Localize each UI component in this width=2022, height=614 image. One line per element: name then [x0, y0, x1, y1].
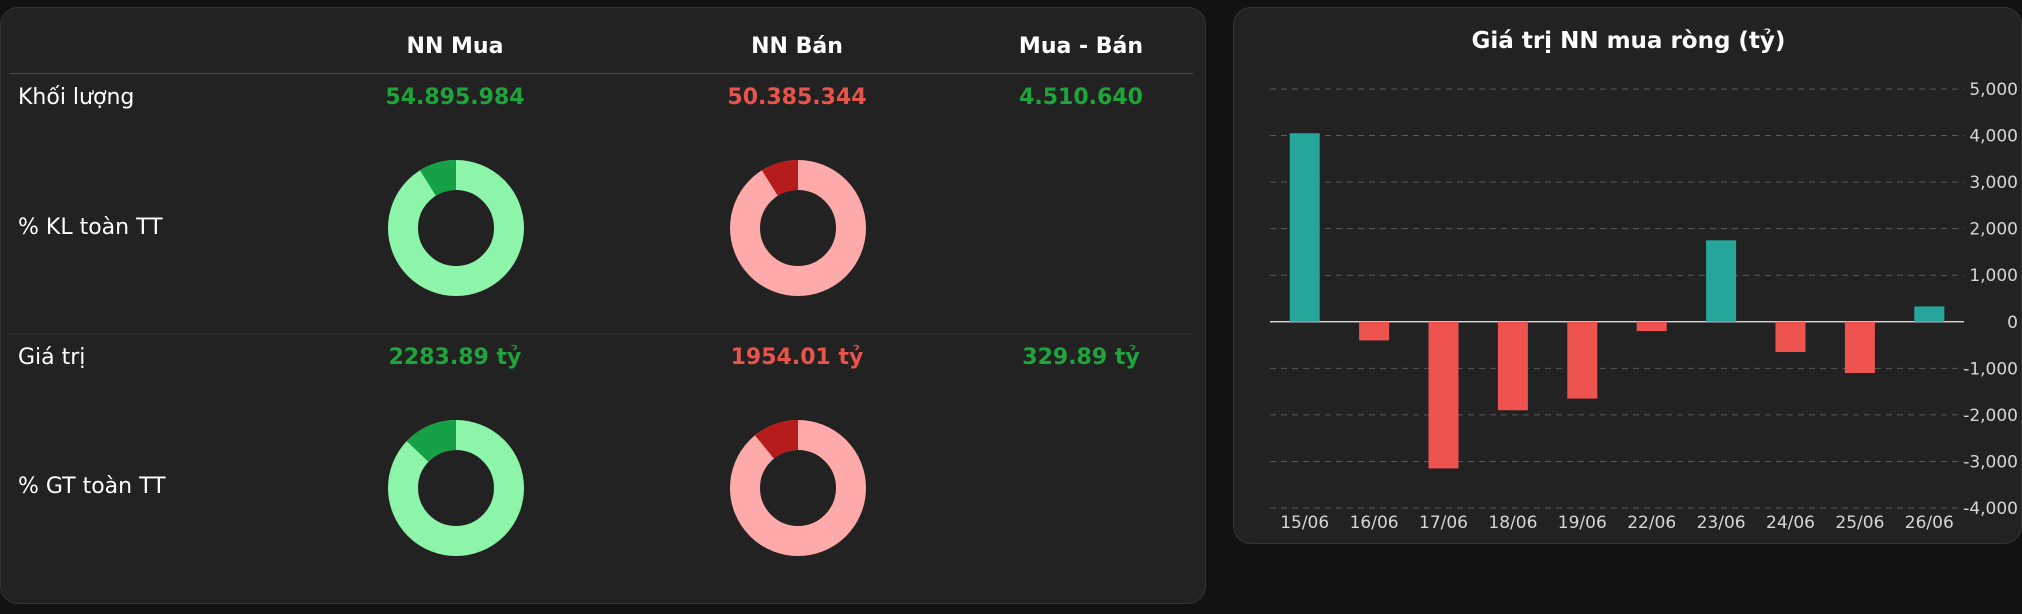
row-divider	[9, 333, 1193, 334]
row-label-volume: Khối lượng	[18, 85, 135, 110]
net-buy-chart-panel: Giá trị NN mua ròng (tỷ) 5,000 4,000 3,000…	[1233, 7, 2022, 544]
net-buy-bar-chart: 5,000 4,000 3,000 2,000 1,000 0 -1,000 -2,000 -3…	[1270, 80, 2018, 533]
donut-remainder-slice	[730, 160, 866, 296]
y-tick-label: -1,000	[1963, 359, 2018, 379]
header-nn-mua: NN Mua	[406, 34, 504, 59]
y-tick-label: 1,000	[1969, 266, 2018, 286]
y-tick-label: -2,000	[1963, 406, 2018, 426]
row-label-value-pct: % GT toàn TT	[18, 474, 166, 499]
y-tick-label: 2,000	[1969, 220, 2018, 240]
volume-buy-value: 54.895.984	[385, 85, 525, 110]
bar-26-06[interactable]	[1914, 306, 1945, 322]
y-tick-label: -3,000	[1963, 452, 2018, 472]
chart-title: Giá trị NN mua ròng (tỷ)	[1471, 28, 1786, 54]
value-net-value: 329.89 tỷ	[1022, 345, 1140, 370]
value-buy-donut	[388, 420, 524, 556]
value-sell-donut	[730, 420, 866, 556]
x-tick-label: 19/06	[1558, 513, 1607, 533]
x-tick-label: 26/06	[1905, 513, 1954, 533]
x-tick-label: 17/06	[1419, 513, 1468, 533]
y-tick-label: 4,000	[1969, 127, 2018, 147]
donut-share-slice	[730, 160, 866, 296]
bar-16-06[interactable]	[1359, 321, 1390, 341]
y-tick-label: 3,000	[1969, 173, 2018, 193]
bar-24-06[interactable]	[1775, 321, 1806, 353]
x-tick-label: 15/06	[1280, 513, 1329, 533]
donut-share-slice	[388, 160, 524, 296]
volume-sell-donut	[730, 160, 866, 296]
x-tick-label: 23/06	[1697, 513, 1746, 533]
row-label-volume-pct: % KL toàn TT	[18, 215, 163, 240]
x-tick-label: 18/06	[1488, 513, 1537, 533]
donut-share-slice	[388, 420, 524, 556]
donut-share-slice	[730, 420, 866, 556]
x-tick-label: 16/06	[1350, 513, 1399, 533]
bar-17-06[interactable]	[1428, 321, 1459, 469]
foreign-trading-summary-panel: NN Mua NN Bán Mua - Bán Khối lượng 54.89…	[0, 7, 1206, 604]
header-divider	[9, 73, 1193, 74]
bar-22-06[interactable]	[1636, 321, 1667, 332]
bar-18-06[interactable]	[1497, 321, 1528, 411]
value-sell-value: 1954.01 tỷ	[730, 345, 864, 370]
bar-15-06[interactable]	[1289, 133, 1320, 322]
donut-remainder-slice	[388, 160, 524, 296]
volume-buy-donut	[388, 160, 524, 296]
header-nn-ban: NN Bán	[751, 34, 843, 59]
donut-remainder-slice	[730, 420, 866, 556]
volume-net-value: 4.510.640	[1019, 85, 1143, 110]
x-tick-label: 25/06	[1835, 513, 1884, 533]
bar-23-06[interactable]	[1706, 240, 1737, 322]
volume-sell-value: 50.385.344	[727, 85, 867, 110]
x-tick-label: 22/06	[1627, 513, 1676, 533]
header-mua-ban: Mua - Bán	[1018, 34, 1144, 59]
x-tick-label: 24/06	[1766, 513, 1815, 533]
row-label-value: Giá trị	[18, 345, 86, 370]
bar-25-06[interactable]	[1844, 321, 1875, 373]
value-buy-value: 2283.89 tỷ	[388, 345, 522, 370]
y-tick-label: -4,000	[1963, 499, 2018, 519]
bar-19-06[interactable]	[1567, 321, 1598, 399]
y-tick-label: 5,000	[1969, 80, 2018, 100]
y-tick-label: 0	[2007, 313, 2018, 333]
